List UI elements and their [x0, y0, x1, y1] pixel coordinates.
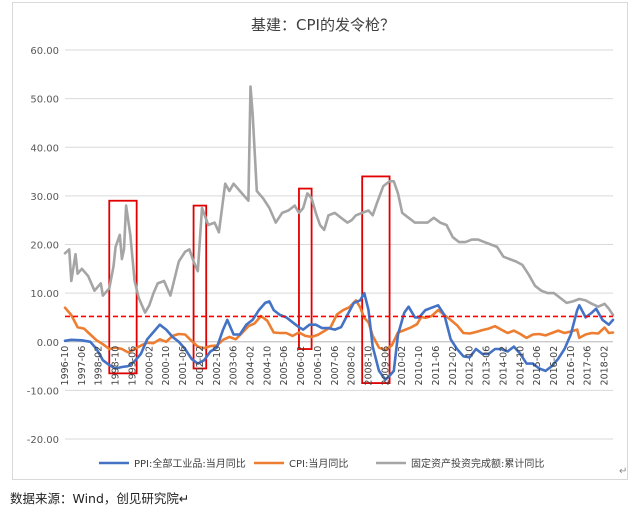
y-tick-label: 20.00: [30, 241, 59, 252]
x-tick-label: 2018-02: [600, 346, 611, 386]
chart-title: 基建：CPI的发令枪？: [251, 16, 395, 34]
x-tick-label: 2008-10: [364, 346, 375, 386]
highlight-box: [361, 175, 391, 384]
x-tick-label: 1998-10: [111, 346, 122, 386]
legend-label: 固定资产投资完成额:累计同比: [411, 457, 544, 470]
x-tick-label: 2008-02: [347, 346, 358, 386]
y-tick-label: -10.00: [27, 386, 59, 397]
series-line: [63, 299, 615, 354]
x-tick-label: 2016-02: [549, 346, 560, 386]
y-tick-label: 60.00: [30, 46, 59, 57]
highlight-box: [192, 204, 208, 370]
x-tick-label: 2007-06: [330, 346, 341, 386]
x-tick-label: 2004-02: [245, 346, 256, 386]
x-tick-label: 2015-06: [532, 346, 543, 386]
x-tick-label: 2012-10: [465, 346, 476, 386]
x-tick-label: 2005-06: [279, 346, 290, 386]
x-tick-label: 1996-10: [60, 346, 71, 386]
x-tick-label: 2010-10: [414, 346, 425, 386]
x-tick-label: 2000-10: [161, 346, 172, 386]
x-tick-label: 2014-10: [515, 346, 526, 386]
x-tick-label: 1997-06: [77, 346, 88, 386]
x-tick-label: 2003-06: [229, 346, 240, 386]
legend-label: CPI:当月同比: [289, 457, 348, 470]
series-line: [63, 291, 615, 381]
x-tick-label: 2000-02: [144, 346, 155, 386]
legend: PPI:全部工业品:当月同比 CPI:当月同比 固定资产投资完成额:累计同比: [99, 457, 544, 470]
x-tick-label: 2009-06: [380, 346, 391, 386]
x-tick-label: 2012-02: [448, 346, 459, 386]
x-tick-label: 1998-02: [94, 346, 105, 386]
y-tick-label: 10.00: [30, 289, 59, 300]
x-tick-label: 2006-02: [296, 346, 307, 386]
x-axis-ticks: 1996-10 1997-06 1998-02 1998-10 1999-06 2000-…: [60, 346, 611, 386]
chart-frame: 基建：CPI的发令枪？ -20.00 -10.00 0.00 10.00 20.00 30…: [12, 2, 628, 480]
x-tick-label: 2010-02: [397, 346, 408, 386]
x-tick-label: 2002-02: [195, 346, 206, 386]
y-tick-label: 0.00: [37, 338, 59, 349]
y-tick-label: 30.00: [30, 192, 59, 203]
y-tick-label: -20.00: [27, 435, 59, 446]
legend-label: PPI:全部工业品:当月同比: [134, 457, 246, 470]
x-tick-label: 2014-02: [498, 346, 509, 386]
series-lines: [63, 85, 615, 381]
x-tick-label: 2017-06: [583, 346, 594, 386]
paragraph-mark: ↵: [619, 466, 628, 477]
x-tick-label: 2006-10: [313, 346, 324, 386]
series-line: [63, 85, 615, 317]
y-tick-label: 50.00: [30, 95, 59, 106]
y-tick-label: 40.00: [30, 143, 59, 154]
x-tick-label: 2016-10: [566, 346, 577, 386]
chart-canvas: 基建：CPI的发令枪？ -20.00 -10.00 0.00 10.00 20.00 30…: [27, 16, 615, 470]
source-note: 数据来源：Wind，创见研究院↵: [10, 491, 190, 506]
x-tick-label: 2001-06: [178, 346, 189, 386]
x-tick-label: 1999-06: [127, 346, 138, 386]
x-tick-label: 2002-10: [212, 346, 223, 386]
x-tick-label: 2011-06: [431, 346, 442, 386]
x-tick-label: 2013-06: [482, 346, 493, 386]
y-axis-ticks: -20.00 -10.00 0.00 10.00 20.00 30.00 40.00 50.0…: [27, 46, 59, 446]
highlight-box: [298, 187, 313, 350]
x-tick-label: 2004-10: [262, 346, 273, 386]
